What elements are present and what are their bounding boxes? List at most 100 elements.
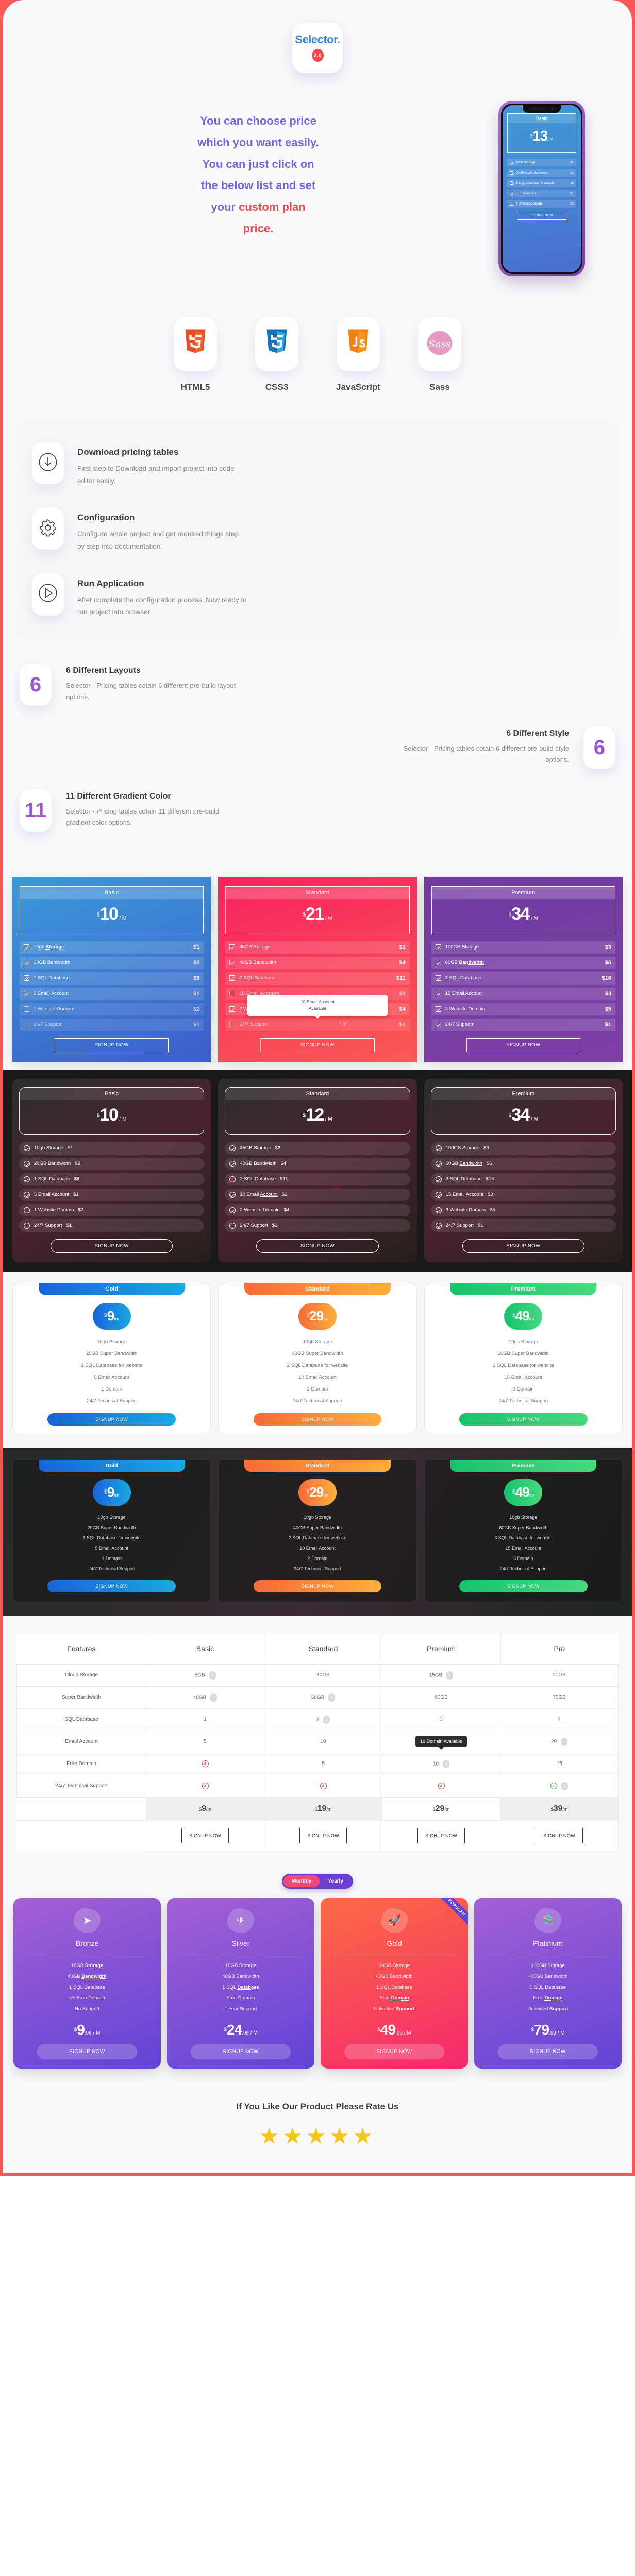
signup-button[interactable]: SIGNUP NOW [37,2044,137,2059]
info-icon[interactable]: i [209,1671,216,1680]
pricing-feature-row[interactable]: 24/7 Support $1 [19,1219,205,1232]
pricing-feature-row[interactable]: 5 Email Account $1 [20,987,204,1000]
pricing-feature-row[interactable]: 10gb Storage $1 [20,941,204,954]
pricing-feature-row[interactable]: 10 Email Account $2 [225,1188,410,1201]
feature-radio[interactable] [435,1160,442,1167]
feature-checkbox[interactable] [229,975,236,981]
signup-button[interactable]: SIGNUP NOW [459,1580,588,1592]
pricing-feature-row[interactable]: 40GB Bandwidth $4 [225,1157,410,1170]
feature-radio[interactable] [229,1145,236,1151]
signup-button[interactable]: SIGNUP NOW [47,1413,176,1426]
pricing-feature-row[interactable]: 24/7 Support $1 [225,1018,410,1031]
pricing-feature-row[interactable]: 3 SQL Database $16 [430,1173,616,1185]
signup-button[interactable]: SIGNUP NOW [344,2044,444,2059]
pricing-feature-row[interactable]: 24/7 Support $1 [431,1018,615,1031]
phone-feature-row[interactable]: 10gb Storage $1 [507,159,576,166]
feature-checkbox[interactable] [229,991,236,997]
phone-feature-row[interactable]: 20GB Super Bandwidth $2 [507,169,576,177]
feature-checkbox[interactable] [229,960,236,966]
feature-radio[interactable] [229,1207,236,1213]
feature-checkbox[interactable] [435,1022,441,1028]
info-icon[interactable]: i [323,1715,330,1724]
feature-checkbox[interactable] [229,1006,236,1012]
signup-button[interactable]: SIGNUP NOW [260,1038,375,1052]
feature-checkbox[interactable] [24,944,29,951]
feature-radio[interactable] [435,1222,442,1229]
feature-radio[interactable] [229,1176,236,1182]
pricing-feature-row[interactable]: 24/7 Support $1 [20,1018,204,1031]
signup-button[interactable]: SIGNUP NOW [47,1580,176,1592]
pricing-feature-row[interactable]: 2 SQL Database $11 [225,1173,410,1185]
feature-checkbox[interactable] [24,1006,29,1012]
feature-checkbox[interactable] [435,975,441,981]
pricing-feature-row[interactable]: 24/7 Support $1 [430,1219,616,1232]
signup-button[interactable]: SIGNUP NOW [417,1827,465,1843]
feature-checkbox[interactable] [435,960,441,966]
pricing-feature-row[interactable]: 1 SQL Database $6 [20,972,204,985]
signup-button[interactable]: SIGNUP NOW [299,1827,347,1843]
phone-checkbox[interactable] [510,161,513,164]
pricing-feature-row[interactable]: 60GB Bandwidth $6 [431,956,615,969]
feature-radio[interactable] [24,1191,30,1198]
info-icon[interactable]: i [446,1671,454,1680]
pricing-feature-row[interactable]: 40GB Bandwidth $4 [225,956,410,969]
signup-button[interactable]: SIGNUP NOW [191,2044,291,2059]
feature-radio[interactable] [229,1191,236,1198]
pricing-feature-row[interactable]: 1 Website Domain $2 [20,1003,204,1015]
phone-signup-button[interactable]: SIGNUP NOW [516,212,567,220]
pricing-feature-row[interactable]: 2 SQL Database $11 [225,972,410,985]
pricing-feature-row[interactable]: 20GB Bandwidth $2 [20,956,204,969]
feature-checkbox[interactable] [229,1022,236,1028]
feature-radio[interactable] [435,1191,442,1198]
pricing-feature-row[interactable]: 60GB Bandwidth $6 [430,1157,616,1170]
feature-radio[interactable] [435,1207,442,1213]
pricing-feature-row[interactable]: 10gb Storage $1 [19,1142,205,1155]
phone-feature-row[interactable]: 5 Email Account $1 [507,190,576,197]
signup-button[interactable]: SIGNUP NOW [54,1038,169,1052]
pricing-feature-row[interactable]: 45GB Storage $2 [225,1142,410,1155]
phone-feature-row[interactable]: 1 Website Domain $2 [507,200,576,208]
signup-button[interactable]: SIGNUP NOW [466,1038,581,1052]
phone-checkbox[interactable] [510,192,513,195]
info-icon[interactable]: i [210,1693,218,1702]
feature-checkbox[interactable] [24,991,29,997]
pricing-feature-row[interactable]: 1 SQL Database $6 [19,1173,205,1185]
signup-button[interactable]: SIGNUP NOW [51,1239,173,1253]
billing-period-toggle[interactable]: Monthly Yearly [282,1873,353,1889]
pricing-feature-row[interactable]: 45GB Storage $2 [225,941,410,954]
pricing-feature-row[interactable]: 15 Email Account $3 [431,987,615,1000]
phone-feature-row[interactable]: 1 SQL Database for website $6 [507,179,576,187]
info-icon[interactable]: i [561,1737,568,1746]
signup-button[interactable]: SIGNUP NOW [536,1827,583,1843]
feature-radio[interactable] [229,1222,236,1229]
pricing-feature-row[interactable]: 3 SQL Database $16 [431,972,615,985]
pricing-feature-row[interactable]: 20GB Bandwidth $2 [19,1157,205,1170]
feature-checkbox[interactable] [24,960,29,966]
feature-radio[interactable] [229,1160,236,1167]
feature-checkbox[interactable] [435,991,441,997]
feature-radio[interactable] [24,1160,30,1167]
feature-radio[interactable] [24,1222,30,1229]
pricing-feature-row[interactable]: 3 Website Domain $5 [430,1204,616,1216]
feature-checkbox[interactable] [435,1006,441,1012]
rating-stars[interactable]: ★★★★★ [259,2123,376,2149]
pricing-feature-row[interactable]: 100GB Storage $3 [430,1142,616,1155]
pricing-feature-row[interactable]: 1 Website Domain $2 [19,1204,205,1216]
feature-radio[interactable] [24,1145,30,1151]
signup-button[interactable]: SIGNUP NOW [181,1827,229,1843]
signup-button[interactable]: SIGNUP NOW [498,2044,598,2059]
signup-button[interactable]: SIGNUP NOW [253,1413,382,1426]
feature-checkbox[interactable] [435,944,441,951]
pricing-feature-row[interactable]: 2 Website Domain $4 [225,1204,410,1216]
pricing-feature-row[interactable]: 100GB Storage $3 [431,941,615,954]
signup-button[interactable]: SIGNUP NOW [462,1239,584,1253]
feature-radio[interactable] [24,1207,30,1213]
toggle-monthly[interactable]: Monthly [283,1875,320,1887]
feature-checkbox[interactable] [24,975,29,981]
feature-checkbox[interactable] [229,944,236,951]
signup-button[interactable]: SIGNUP NOW [256,1239,379,1253]
feature-checkbox[interactable] [24,1022,29,1028]
pricing-feature-row[interactable]: 5 Email Account $1 [19,1188,205,1201]
feature-radio[interactable] [435,1176,442,1182]
pricing-feature-row[interactable]: 3 Website Domain $5 [431,1003,615,1015]
